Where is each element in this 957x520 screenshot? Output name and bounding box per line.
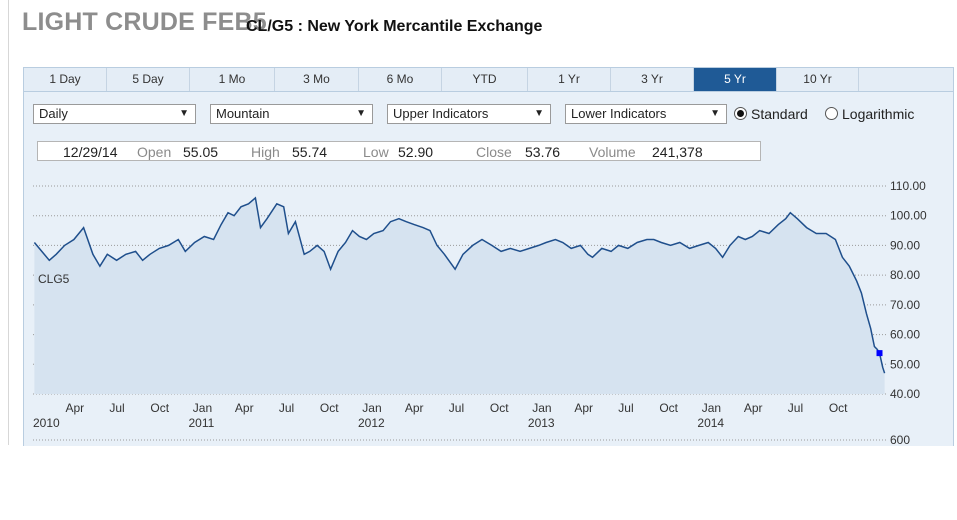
volume-tick-label: 600: [890, 433, 910, 446]
x-year-label: 2014: [697, 416, 724, 430]
open-value: 55.05: [183, 144, 219, 160]
x-month-label: Apr: [235, 401, 254, 415]
tab-1-mo[interactable]: 1 Mo: [190, 68, 275, 91]
volume-label: Volume: [589, 144, 636, 160]
frequency-select[interactable]: Daily ▼: [33, 104, 196, 124]
price-area: [34, 197, 885, 394]
y-tick-label: 60.00: [890, 328, 920, 342]
frequency-value: Daily: [39, 106, 68, 121]
tab-6-mo[interactable]: 6 Mo: [359, 68, 442, 91]
high-label: High: [251, 144, 280, 160]
chevron-down-icon: ▼: [710, 108, 720, 119]
x-month-label: Jan: [702, 401, 721, 415]
tab-ytd[interactable]: YTD: [442, 68, 528, 91]
x-month-label: Apr: [65, 401, 84, 415]
page-subtitle: CL/G5 : New York Mercantile Exchange: [246, 18, 543, 35]
y-tick-label: 90.00: [890, 238, 920, 252]
x-month-label: Jul: [109, 401, 124, 415]
tab-1-yr[interactable]: 1 Yr: [528, 68, 611, 91]
x-month-label: Apr: [405, 401, 424, 415]
x-month-label: Apr: [744, 401, 763, 415]
tab-10-yr[interactable]: 10 Yr: [777, 68, 859, 91]
y-tick-label: 80.00: [890, 268, 920, 282]
chevron-down-icon: ▼: [534, 108, 544, 119]
x-month-label: Oct: [490, 401, 509, 415]
y-tick-label: 70.00: [890, 298, 920, 312]
radio-checked-icon: [734, 107, 747, 120]
page-frame: [8, 0, 9, 445]
x-month-label: Jan: [362, 401, 381, 415]
upper-indicators-value: Upper Indicators: [393, 106, 489, 121]
last-price-marker: [876, 350, 883, 357]
x-month-label: Oct: [659, 401, 678, 415]
x-year-label: 2013: [528, 416, 555, 430]
chart-panel: 1 Day 5 Day 1 Mo 3 Mo 6 Mo YTD 1 Yr 3 Yr…: [23, 67, 954, 447]
close-value: 53.76: [525, 144, 561, 160]
y-tick-label: 100.00: [890, 209, 927, 223]
x-month-label: Oct: [829, 401, 848, 415]
lower-indicators-select[interactable]: Lower Indicators ▼: [565, 104, 727, 124]
low-value: 52.90: [398, 144, 434, 160]
close-label: Close: [476, 144, 512, 160]
timezone-value: Mountain: [216, 106, 270, 121]
tab-5-day[interactable]: 5 Day: [107, 68, 190, 91]
scale-standard-label: Standard: [751, 106, 808, 122]
quote-date: 12/29/14: [63, 144, 118, 160]
chevron-down-icon: ▼: [179, 108, 189, 119]
radio-unchecked-icon: [825, 107, 838, 120]
x-month-label: Jul: [449, 401, 464, 415]
x-month-label: Jan: [193, 401, 212, 415]
range-tabs: 1 Day 5 Day 1 Mo 3 Mo 6 Mo YTD 1 Yr 3 Yr…: [24, 68, 953, 92]
chart-area: 110.00 100.00 90.00 80.00 70.00 60.00 50.00 40.…: [24, 130, 953, 447]
y-tick-label: 40.00: [890, 387, 920, 401]
volume-value: 241,378: [652, 144, 703, 160]
quote-bar: 12/29/14 Open 55.05 High 55.74 Low 52.90…: [37, 141, 761, 161]
x-month-label: Jan: [532, 401, 551, 415]
x-month-label: Oct: [320, 401, 339, 415]
y-tick-label: 110.00: [890, 179, 926, 193]
tab-3-yr[interactable]: 3 Yr: [611, 68, 694, 91]
scale-log-label: Logarithmic: [842, 106, 915, 122]
scale-log-radio[interactable]: Logarithmic: [825, 105, 914, 123]
x-year-label: 2011: [188, 416, 214, 430]
x-month-label: Jul: [618, 401, 633, 415]
scale-standard-radio[interactable]: Standard: [734, 105, 808, 123]
upper-indicators-select[interactable]: Upper Indicators ▼: [387, 104, 551, 124]
x-year-label: 2012: [358, 416, 385, 430]
series-label: CLG5: [38, 272, 70, 286]
high-value: 55.74: [292, 144, 328, 160]
lower-indicators-value: Lower Indicators: [571, 106, 667, 121]
x-month-label: Oct: [150, 401, 169, 415]
chart-controls: Daily ▼ Mountain ▼ Upper Indicators ▼ Lo…: [24, 92, 953, 130]
tab-3-mo[interactable]: 3 Mo: [275, 68, 359, 91]
price-chart[interactable]: 110.00 100.00 90.00 80.00 70.00 60.00 50.00 40.…: [24, 130, 953, 447]
x-year-label: 2010: [33, 416, 60, 430]
open-label: Open: [137, 144, 172, 160]
y-tick-label: 50.00: [890, 357, 920, 371]
page-title: LIGHT CRUDE FEB5: [22, 8, 267, 36]
x-month-label: Jul: [279, 401, 294, 415]
low-label: Low: [363, 144, 389, 160]
x-month-label: Apr: [574, 401, 593, 415]
tab-1-day[interactable]: 1 Day: [24, 68, 107, 91]
timezone-select[interactable]: Mountain ▼: [210, 104, 373, 124]
price-line: [33, 196, 886, 374]
chevron-down-icon: ▼: [356, 108, 366, 119]
x-month-label: Jul: [788, 401, 803, 415]
tab-5-yr[interactable]: 5 Yr: [694, 68, 777, 91]
